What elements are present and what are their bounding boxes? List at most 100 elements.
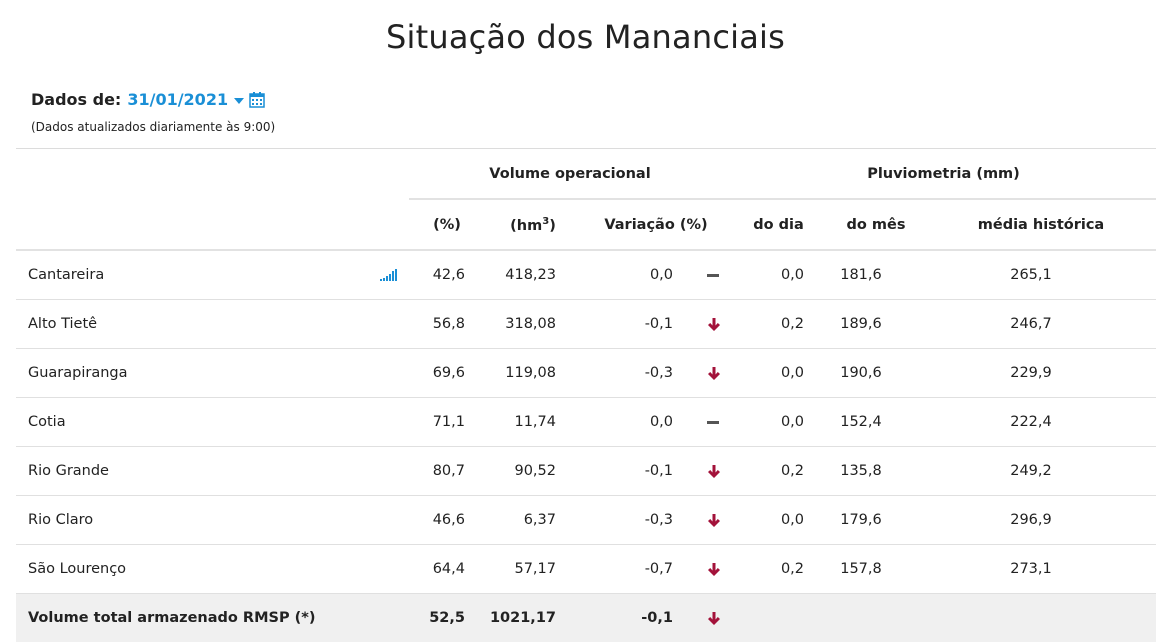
cell-pct: 46,6 xyxy=(409,495,485,545)
cell-variation: -0,1 xyxy=(581,299,681,349)
group-header-pluvio: Pluviometria (mm) xyxy=(731,148,1156,200)
cell-pct: 71,1 xyxy=(409,397,485,447)
date-label: Dados de: xyxy=(31,90,122,109)
row-name: Rio Claro xyxy=(16,495,409,545)
total-hm3: 1021,17 xyxy=(485,593,581,642)
cell-hm3: 318,08 xyxy=(485,299,581,349)
cell-trend xyxy=(681,299,731,349)
total-trend xyxy=(681,593,731,642)
total-row: Volume total armazenado RMSP (*) 52,5 1021… xyxy=(16,593,1156,642)
cell-trend xyxy=(681,446,731,496)
col-header-variation: Variação (%) xyxy=(581,199,731,251)
cell-month: 189,6 xyxy=(826,299,926,349)
table-row: Alto Tietê 56,8 318,08 -0,1 0,2 189,6 246,7 xyxy=(16,299,1156,349)
cell-trend xyxy=(681,250,731,300)
date-filter: Dados de: 31/01/2021 xyxy=(31,90,265,109)
arrow-down-icon xyxy=(708,513,720,527)
table-row: Cantareira 42,6 418,23 0,0 0,0 181,6 265,1 xyxy=(16,250,1156,300)
col-header-pct: (%) xyxy=(409,199,485,251)
cell-day: 0,2 xyxy=(731,544,826,594)
update-note: (Dados atualizados diariamente às 9:00) xyxy=(31,120,276,134)
cell-day: 0,2 xyxy=(731,299,826,349)
total-variation: -0,1 xyxy=(581,593,681,642)
cell-variation: 0,0 xyxy=(581,250,681,300)
reservoir-name: Rio Claro xyxy=(28,512,94,528)
cell-hm3: 6,37 xyxy=(485,495,581,545)
reservoir-table: Volume operacional Pluviometria (mm) (%)… xyxy=(16,148,1156,642)
cell-hm3: 90,52 xyxy=(485,446,581,496)
date-picker-toggle[interactable]: 31/01/2021 xyxy=(127,90,265,109)
col-header-hm3-sup: 3 xyxy=(542,215,550,227)
caret-down-icon[interactable] xyxy=(234,97,245,104)
cell-variation: -0,1 xyxy=(581,446,681,496)
row-name: Cantareira xyxy=(16,250,409,300)
cell-pct: 64,4 xyxy=(409,544,485,594)
page-title: Situação dos Mananciais xyxy=(386,18,785,56)
reservoir-name: Rio Grande xyxy=(28,463,109,479)
table-row: São Lourenço 64,4 57,17 -0,7 0,2 157,8 273,1 xyxy=(16,544,1156,594)
header-empty xyxy=(16,149,409,200)
row-name: Alto Tietê xyxy=(16,299,409,349)
cell-month: 181,6 xyxy=(826,250,926,300)
signal-bars-icon[interactable] xyxy=(380,269,397,281)
cell-variation: -0,3 xyxy=(581,348,681,398)
cell-trend xyxy=(681,348,731,398)
total-name: Volume total armazenado RMSP (*) xyxy=(16,593,409,642)
total-empty-month xyxy=(826,593,926,642)
cell-month: 179,6 xyxy=(826,495,926,545)
cell-hist: 229,9 xyxy=(926,348,1156,398)
row-name: São Lourenço xyxy=(16,544,409,594)
reservoir-name: Cotia xyxy=(28,414,66,430)
cell-hist: 296,9 xyxy=(926,495,1156,545)
table-row: Rio Grande 80,7 90,52 -0,1 0,2 135,8 249,2 xyxy=(16,446,1156,496)
cell-month: 157,8 xyxy=(826,544,926,594)
calendar-icon[interactable] xyxy=(249,91,265,108)
cell-trend xyxy=(681,495,731,545)
cell-hist: 246,7 xyxy=(926,299,1156,349)
cell-pct: 80,7 xyxy=(409,446,485,496)
cell-hm3: 418,23 xyxy=(485,250,581,300)
col-header-month: do mês xyxy=(826,199,926,251)
cell-hm3: 119,08 xyxy=(485,348,581,398)
cell-pct: 69,6 xyxy=(409,348,485,398)
total-empty-hist xyxy=(926,593,1156,642)
reservoir-name: Guarapiranga xyxy=(28,365,128,381)
cell-trend xyxy=(681,397,731,447)
row-name: Guarapiranga xyxy=(16,348,409,398)
arrow-down-icon xyxy=(708,366,720,380)
arrow-down-icon xyxy=(708,464,720,478)
cell-hm3: 57,17 xyxy=(485,544,581,594)
dash-icon xyxy=(707,273,719,277)
cell-hist: 265,1 xyxy=(926,250,1156,300)
cell-month: 152,4 xyxy=(826,397,926,447)
row-name: Rio Grande xyxy=(16,446,409,496)
cell-month: 190,6 xyxy=(826,348,926,398)
col-header-hm3-suffix: ) xyxy=(549,217,556,234)
row-name: Cotia xyxy=(16,397,409,447)
col-header-hm3: (hm3) xyxy=(485,199,581,251)
group-header-volume: Volume operacional xyxy=(409,148,731,200)
dash-icon xyxy=(707,420,719,424)
table-row: Rio Claro 46,6 6,37 -0,3 0,0 179,6 296,9 xyxy=(16,495,1156,545)
total-empty-day xyxy=(731,593,826,642)
cell-hist: 249,2 xyxy=(926,446,1156,496)
cell-hist: 222,4 xyxy=(926,397,1156,447)
total-pct: 52,5 xyxy=(409,593,485,642)
cell-variation: -0,7 xyxy=(581,544,681,594)
reservoir-name: Alto Tietê xyxy=(28,316,98,332)
cell-month: 135,8 xyxy=(826,446,926,496)
cell-pct: 56,8 xyxy=(409,299,485,349)
header-empty-2 xyxy=(16,199,409,251)
col-header-hm3-prefix: (hm xyxy=(510,217,543,234)
cell-hist: 273,1 xyxy=(926,544,1156,594)
table-row: Cotia 71,1 11,74 0,0 0,0 152,4 222,4 xyxy=(16,397,1156,447)
cell-day: 0,0 xyxy=(731,250,826,300)
arrow-down-icon xyxy=(708,611,720,625)
date-value[interactable]: 31/01/2021 xyxy=(127,90,229,109)
cell-day: 0,0 xyxy=(731,397,826,447)
cell-day: 0,2 xyxy=(731,446,826,496)
cell-day: 0,0 xyxy=(731,495,826,545)
cell-hm3: 11,74 xyxy=(485,397,581,447)
cell-pct: 42,6 xyxy=(409,250,485,300)
